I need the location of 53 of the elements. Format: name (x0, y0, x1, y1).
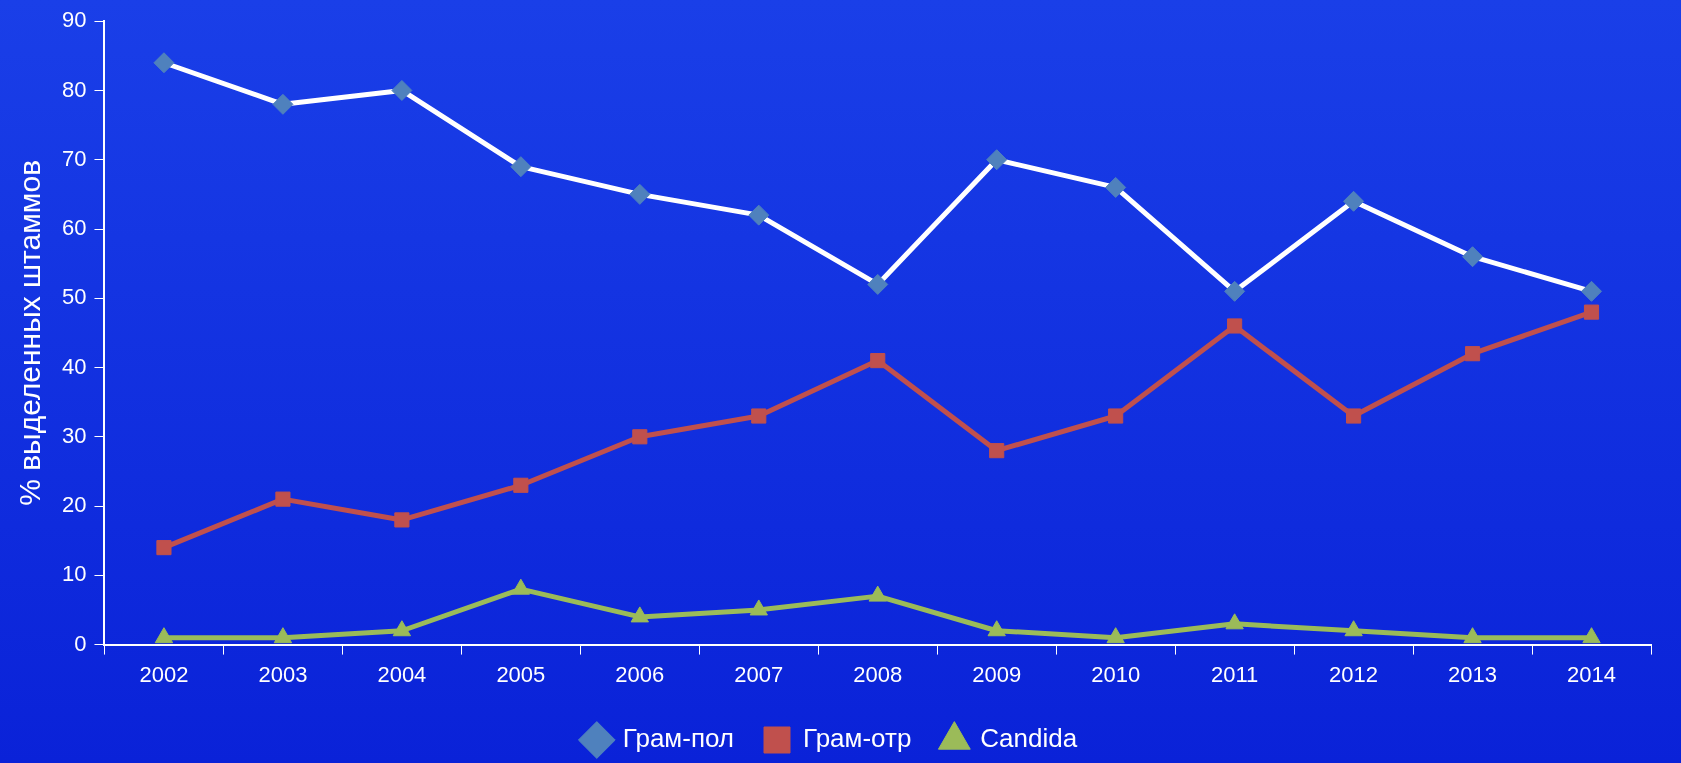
x-tick-label: 2014 (1567, 661, 1616, 687)
y-tick-label: 80 (61, 76, 87, 102)
point (511, 578, 530, 595)
point (751, 408, 767, 424)
x-tick-label: 2005 (496, 661, 546, 687)
point (1227, 318, 1243, 334)
legend-label: Грам-пол (622, 723, 735, 754)
y-tick-label: 20 (61, 492, 87, 518)
y-tick-label: 70 (61, 145, 87, 171)
y-tick-label: 50 (61, 284, 87, 310)
x-tick-label: 2006 (615, 661, 665, 687)
y-axis-title: % выделенных штаммов (13, 159, 47, 506)
point (632, 429, 648, 445)
x-tick-label: 2012 (1329, 661, 1379, 687)
point (630, 606, 649, 623)
point (870, 353, 886, 369)
point (989, 443, 1005, 459)
point (275, 491, 291, 507)
point (868, 585, 887, 602)
point (1463, 627, 1482, 644)
point (392, 620, 412, 637)
point (1346, 408, 1362, 424)
legend-label: Candida (980, 723, 1078, 754)
y-tick-label: 40 (61, 353, 87, 379)
point (987, 620, 1006, 637)
point (154, 627, 174, 644)
x-tick-label: 2009 (972, 661, 1022, 687)
y-tick-label: 90 (61, 7, 87, 33)
x-tick-label: 2004 (377, 661, 427, 687)
legend-label: Грам-отр (803, 723, 912, 754)
point (156, 540, 172, 556)
x-tick-label: 2007 (734, 661, 784, 687)
point (394, 512, 410, 528)
point (1108, 408, 1124, 424)
point (1582, 627, 1601, 644)
y-tick-label: 30 (61, 422, 87, 448)
x-tick-label: 2003 (258, 661, 308, 687)
point (1583, 304, 1600, 320)
y-tick-label: 10 (61, 561, 87, 587)
point (1464, 346, 1481, 362)
point (1106, 627, 1125, 644)
x-tick-label: 2008 (853, 661, 903, 687)
point (273, 627, 293, 644)
point (1344, 620, 1363, 637)
x-tick-label: 2002 (139, 661, 189, 687)
y-tick-label: 60 (61, 215, 87, 241)
y-tick-label: 0 (74, 630, 87, 656)
x-tick-label: 2013 (1448, 661, 1498, 687)
x-tick-label: 2011 (1210, 661, 1259, 687)
point (513, 477, 529, 493)
point (1225, 613, 1244, 630)
x-tick-label: 2010 (1091, 661, 1141, 687)
point (749, 599, 768, 616)
